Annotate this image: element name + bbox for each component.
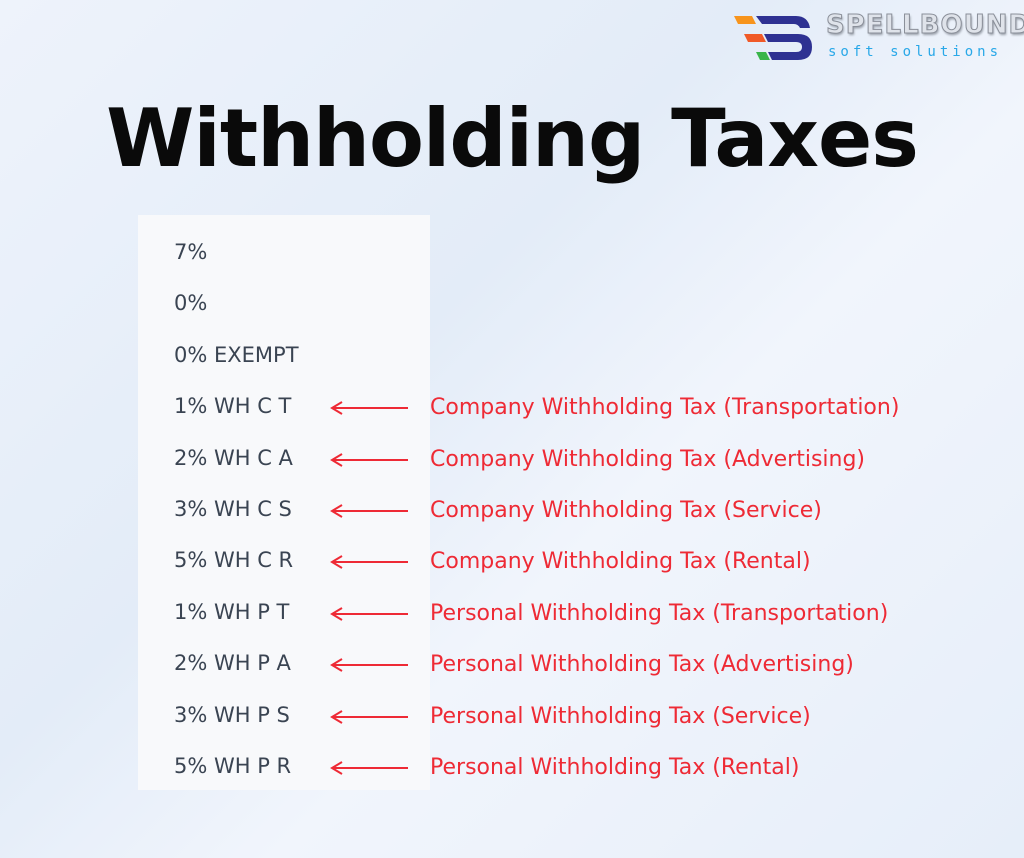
arrow-left-icon bbox=[330, 504, 408, 518]
logo-mark-icon bbox=[734, 16, 812, 60]
arrow-left-icon bbox=[330, 401, 408, 416]
arrow-left-icon bbox=[330, 658, 408, 673]
tax-description: Company Withholding Tax (Service) bbox=[430, 498, 822, 523]
tax-code-item[interactable]: 1% WH P T bbox=[174, 599, 290, 624]
tax-description: Company Withholding Tax (Rental) bbox=[430, 549, 811, 575]
tax-code-item[interactable]: 5% WH P R bbox=[174, 754, 292, 778]
tax-code-item[interactable]: 0% bbox=[174, 291, 208, 316]
arrow-left-icon bbox=[330, 606, 408, 621]
tax-code-item[interactable]: 2% WH C A bbox=[174, 445, 293, 470]
tax-code-item[interactable]: 0% EXEMPT bbox=[174, 342, 299, 367]
arrow-left-icon bbox=[330, 761, 408, 775]
tax-code-item[interactable]: 7% bbox=[174, 240, 208, 264]
page-title: Withholding Taxes bbox=[106, 92, 919, 185]
tax-description: Personal Withholding Tax (Service) bbox=[430, 703, 811, 729]
arrow-left-icon bbox=[330, 452, 408, 467]
tax-code-item[interactable]: 3% WH P S bbox=[174, 702, 290, 727]
tax-description: Personal Withholding Tax (Advertising) bbox=[430, 652, 854, 678]
tax-code-list-panel bbox=[138, 215, 430, 790]
tax-description: Company Withholding Tax (Advertising) bbox=[430, 446, 866, 472]
tax-code-item[interactable]: 2% WH P A bbox=[174, 651, 291, 676]
arrow-left-icon bbox=[330, 709, 408, 724]
tax-code-item[interactable]: 1% WH C T bbox=[174, 394, 292, 419]
tax-description: Personal Withholding Tax (Rental) bbox=[430, 755, 800, 780]
spellbound-logo: SPELLBOUND soft solutions bbox=[734, 10, 1024, 70]
tax-description: Company Withholding Tax (Transportation) bbox=[430, 395, 900, 421]
logo-tagline: soft solutions bbox=[828, 44, 1003, 60]
tax-code-item[interactable]: 3% WH C S bbox=[174, 497, 292, 521]
logo-name: SPELLBOUND bbox=[825, 10, 1024, 41]
tax-description: Personal Withholding Tax (Transportation… bbox=[430, 600, 889, 626]
arrow-left-icon bbox=[330, 555, 408, 570]
tax-code-item[interactable]: 5% WH C R bbox=[174, 548, 294, 573]
